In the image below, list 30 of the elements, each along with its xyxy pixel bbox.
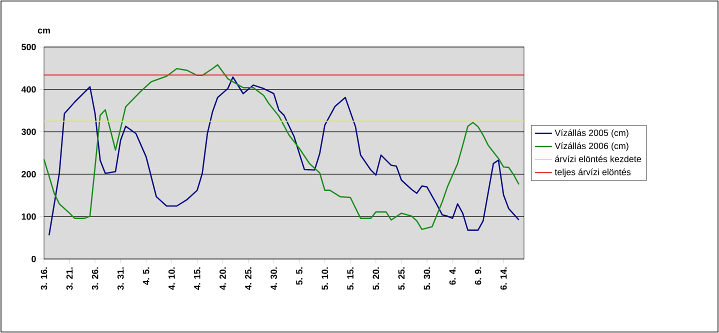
x-tick-label: 4. 5. <box>142 267 150 285</box>
x-tick-label: 3. 31. <box>117 267 124 290</box>
y-tick-label: 400 <box>21 86 36 93</box>
x-tick-label: 3. 21. <box>66 267 73 290</box>
x-tick-label: 5. 5. <box>296 267 302 285</box>
x-tick-label: 4. 10. <box>168 267 175 290</box>
y-tick-label: 500 <box>22 44 36 50</box>
legend-label: árvízi elöntés kezdete <box>555 155 641 162</box>
legend-label: Vízállás 2006 (cm) <box>554 142 628 151</box>
x-tick-label: 3. 26. <box>92 267 98 290</box>
y-tick-label: 0 <box>32 256 36 262</box>
x-tick-label: 5. 20. <box>372 267 380 290</box>
x-tick-label: 4. 15. <box>194 267 200 290</box>
legend-label: Vízállás 2005 (cm) <box>554 129 628 138</box>
y-tick-label: 200 <box>22 171 36 178</box>
x-tick-label: 5. 15. <box>347 267 354 290</box>
y-axis-title: cm <box>38 28 50 34</box>
x-tick-label: 4. 25. <box>245 267 252 290</box>
legend-label: teljes árvízi elöntés <box>554 168 631 178</box>
x-tick-label: 3. 16. <box>40 267 48 290</box>
x-tick-label: 6. 14. <box>500 267 507 290</box>
x-tick-label: 5. 30. <box>424 267 430 290</box>
x-tick-label: 4. 20. <box>220 267 226 290</box>
x-tick-label: 4. 30. <box>270 267 277 290</box>
x-tick-label: 6. 4. <box>449 267 456 285</box>
x-tick-label: 5. 25. <box>398 267 405 290</box>
y-tick-label: 100 <box>22 213 36 220</box>
y-tick-label: 300 <box>21 128 36 135</box>
x-tick-label: 6. 9. <box>474 267 482 285</box>
x-tick-label: 5. 10. <box>322 267 328 290</box>
